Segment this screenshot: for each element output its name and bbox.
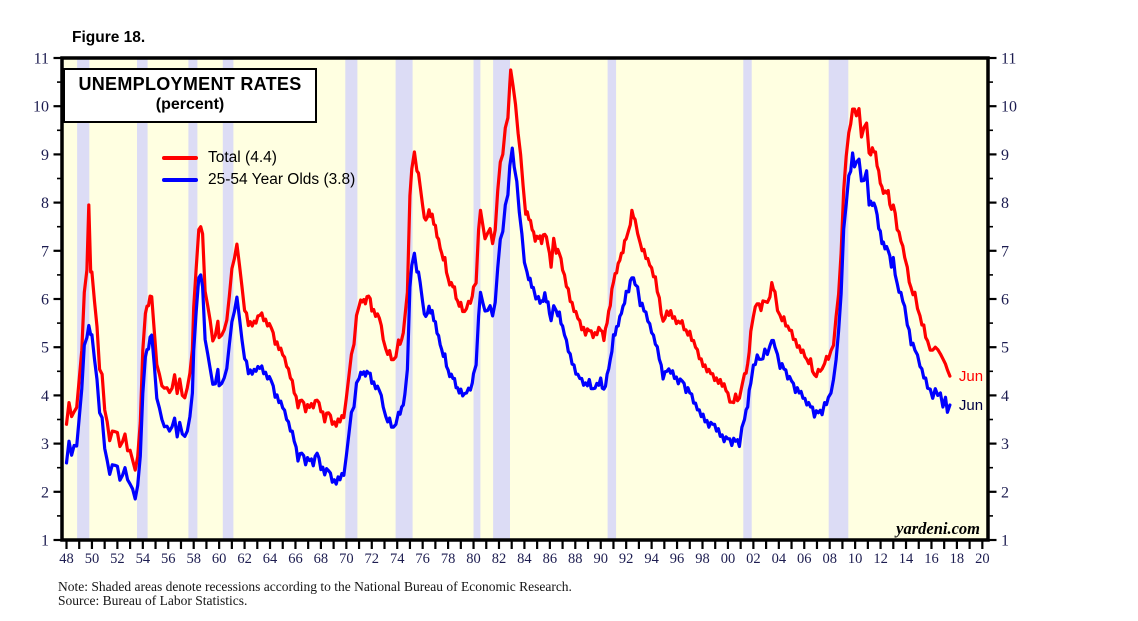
- x-axis-label: 16: [924, 551, 939, 567]
- y-axis-label-left: 10: [33, 99, 49, 116]
- x-axis-label: 00: [721, 551, 736, 567]
- y-axis-label-left: 3: [41, 436, 49, 453]
- unemployment-rates-chart: 1 1 2 2 3 3 4 4 5 5 6 6 7 7 8 8 9 9 10 10 11 11 48 50 52 54 56 58 60…: [33, 51, 1017, 568]
- x-axis-label: 80: [466, 551, 481, 567]
- x-axis-label: 02: [746, 551, 761, 567]
- y-axis-label-right: 8: [1001, 195, 1009, 212]
- x-axis-label: 60: [212, 551, 227, 567]
- x-axis-label: 66: [288, 551, 303, 567]
- x-axis-label: 50: [85, 551, 100, 567]
- recession-band: [743, 58, 752, 540]
- legend-label-25-54: 25-54 Year Olds (3.8): [208, 171, 356, 188]
- note-text: Note: Shaded areas denote recessions acc…: [58, 579, 572, 594]
- x-axis-label: 18: [950, 551, 965, 567]
- y-axis-label-right: 9: [1001, 147, 1009, 164]
- x-axis-label: 14: [899, 551, 914, 567]
- latest-point-label: Jun: [959, 368, 983, 385]
- y-axis-label-left: 1: [41, 533, 49, 550]
- x-axis-label: 82: [492, 551, 507, 567]
- x-axis-label: 78: [441, 551, 456, 567]
- x-axis-label: 04: [772, 551, 787, 567]
- x-axis-label: 62: [237, 551, 252, 567]
- chart-subtitle: (percent): [155, 96, 225, 113]
- source-text: Source: Bureau of Labor Statistics.: [58, 593, 248, 608]
- y-axis-label-left: 11: [34, 51, 49, 68]
- recession-band: [345, 58, 358, 540]
- x-axis-label: 88: [568, 551, 583, 567]
- x-axis-label: 52: [110, 551, 125, 567]
- x-axis-label: 64: [263, 551, 278, 567]
- x-axis-label: 06: [797, 551, 812, 567]
- x-axis-label: 74: [390, 551, 405, 567]
- y-axis-label-left: 5: [41, 340, 49, 357]
- x-axis-label: 76: [415, 551, 430, 567]
- y-axis-label-right: 10: [1001, 99, 1017, 116]
- footnotes: Note: Shaded areas denote recessions acc…: [58, 580, 572, 608]
- plot-border: [60, 56, 990, 542]
- y-axis-label-right: 6: [1001, 292, 1009, 309]
- recession-band: [137, 58, 148, 540]
- x-axis-label: 72: [365, 551, 380, 567]
- y-axis-label-right: 7: [1001, 243, 1009, 260]
- x-axis-label: 86: [543, 551, 558, 567]
- x-axis-label: 84: [517, 551, 532, 567]
- recession-band: [473, 58, 481, 540]
- x-axis-label: 70: [339, 551, 354, 567]
- total-line-swatch: [162, 155, 198, 161]
- x-axis-label: 90: [593, 551, 608, 567]
- x-axis-label: 20: [975, 551, 990, 567]
- legend-item-25-54: 25-54 Year Olds (3.8): [162, 169, 355, 191]
- y-axis-label-right: 3: [1001, 436, 1009, 453]
- prime-age-line-swatch: [162, 177, 198, 183]
- chart-title: UNEMPLOYMENT RATES: [78, 74, 302, 94]
- x-axis-label: 48: [59, 551, 74, 567]
- figure-number: Figure 18.: [72, 29, 146, 46]
- x-axis-label: 98: [695, 551, 710, 567]
- series-line-total: [64, 68, 952, 472]
- x-axis-label: 68: [314, 551, 329, 567]
- x-axis-label: 10: [848, 551, 863, 567]
- chart-title-box: UNEMPLOYMENT RATES (percent): [63, 68, 317, 123]
- chart-legend: Total (4.4) 25-54 Year Olds (3.8): [162, 147, 355, 191]
- y-axis-label-left: 8: [41, 195, 49, 212]
- watermark: yardeni.com: [894, 519, 980, 538]
- legend-item-total: Total (4.4): [162, 147, 355, 169]
- y-axis-label-left: 2: [41, 484, 49, 501]
- x-axis-label: 58: [186, 551, 201, 567]
- y-axis-label-left: 6: [41, 292, 49, 309]
- series-line-25-54-year-olds: [64, 146, 952, 501]
- y-axis-label-right: 2: [1001, 484, 1009, 501]
- y-axis-label-right: 4: [1001, 388, 1009, 405]
- y-axis-label-left: 9: [41, 147, 49, 164]
- y-axis-label-left: 7: [41, 243, 49, 260]
- x-axis-label: 96: [670, 551, 685, 567]
- y-axis-label-right: 5: [1001, 340, 1009, 357]
- recession-band: [395, 58, 413, 540]
- x-axis-label: 94: [644, 551, 659, 567]
- y-axis-label-right: 11: [1001, 51, 1016, 68]
- legend-label-total: Total (4.4): [208, 149, 277, 166]
- y-axis-label-right: 1: [1001, 533, 1009, 550]
- x-axis-label: 08: [822, 551, 837, 567]
- x-axis-label: 92: [619, 551, 634, 567]
- y-axis-label-left: 4: [41, 388, 49, 405]
- latest-point-label: Jun: [959, 397, 983, 414]
- x-axis-label: 12: [873, 551, 888, 567]
- x-axis-label: 54: [136, 551, 151, 567]
- x-axis-label: 56: [161, 551, 176, 567]
